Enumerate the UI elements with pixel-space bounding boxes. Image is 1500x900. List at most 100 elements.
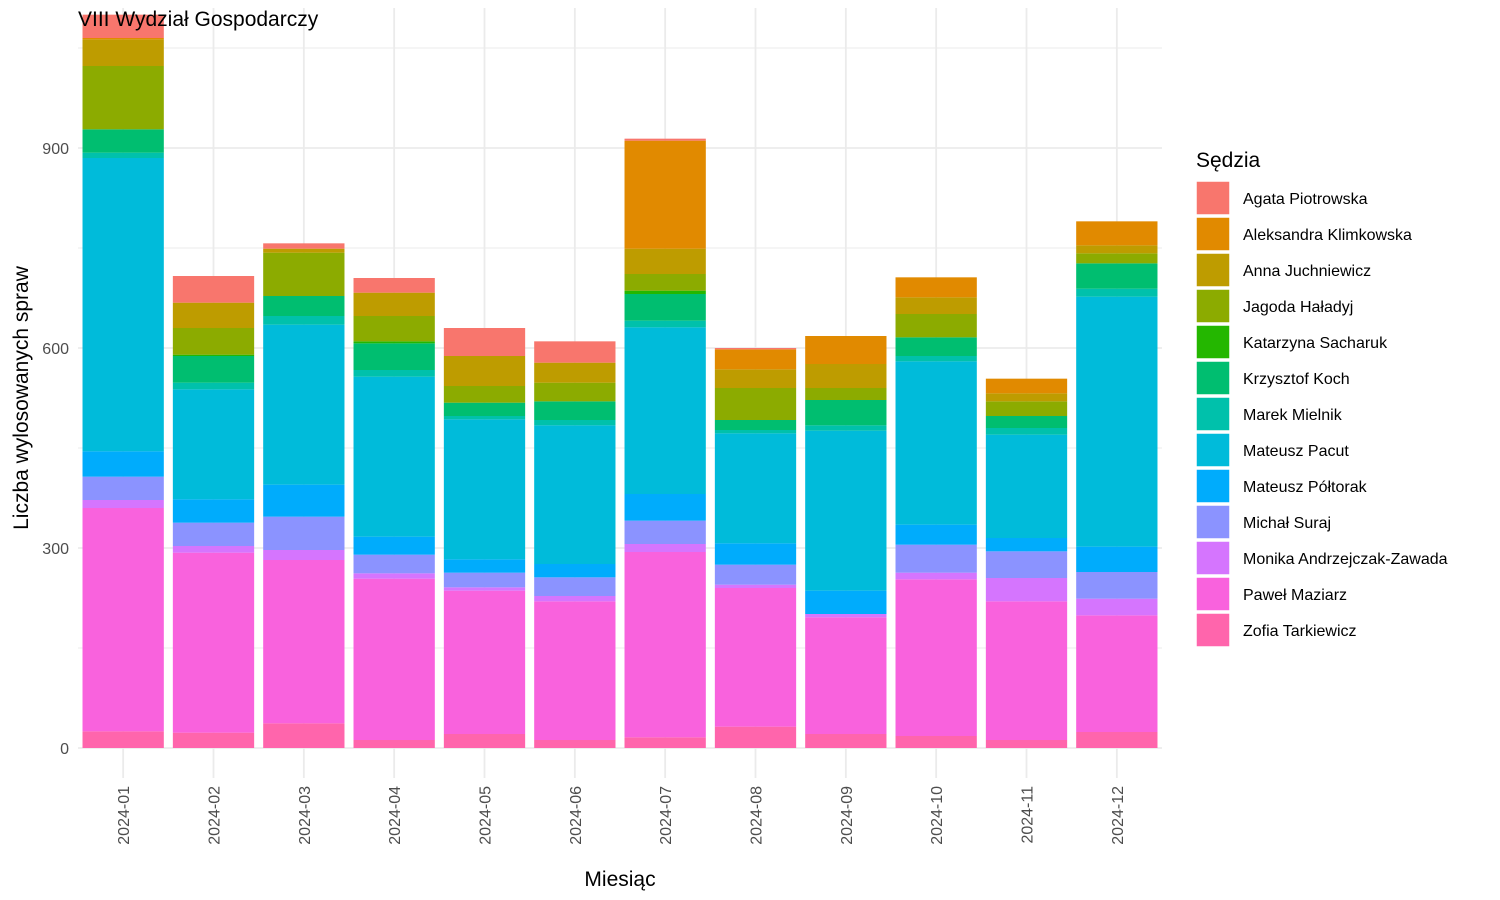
- bar-segment: [805, 336, 887, 364]
- bar-segment: [1076, 263, 1158, 289]
- bar-segment: [534, 425, 616, 564]
- legend-swatch: [1195, 504, 1231, 540]
- bar-segment: [1076, 245, 1158, 254]
- bar-segment: [985, 401, 1068, 416]
- x-axis-ticks: 2024-01 2024-02 2024-03 2024-04 2024-05 2024-…: [116, 786, 1127, 845]
- bar-segment: [82, 14, 164, 38]
- y-tick-label: 300: [42, 541, 69, 558]
- legend-item: Katarzyna Sacharuk: [1195, 324, 1388, 360]
- bar-segment: [263, 484, 345, 517]
- legend-swatch: [1195, 576, 1231, 612]
- bar-segment: [624, 737, 706, 748]
- bar-segment: [1076, 546, 1158, 572]
- bar-segment: [263, 248, 345, 253]
- bar-segment: [895, 736, 977, 748]
- legend-swatch: [1195, 396, 1231, 432]
- bar-stack-2024-03: [263, 243, 345, 748]
- bar-segment: [534, 362, 616, 383]
- legend-swatch: [1195, 432, 1231, 468]
- legend-item: Paweł Maziarz: [1195, 576, 1347, 612]
- bar-segment: [172, 276, 255, 303]
- bar-segment: [353, 376, 435, 537]
- bar-segment: [624, 138, 706, 141]
- x-tick-label: 2024-02: [207, 786, 224, 845]
- bar-segment: [985, 538, 1068, 552]
- bar-segment: [172, 732, 255, 748]
- bar-segment: [985, 578, 1068, 602]
- bar-segment: [714, 430, 797, 434]
- bar-segment: [985, 393, 1068, 402]
- bar-segment: [985, 416, 1068, 428]
- bar-segment: [1076, 288, 1158, 297]
- bar-stack-2024-06: [534, 341, 616, 748]
- legend-swatch: [1195, 324, 1231, 360]
- legend-item: Agata Piotrowska: [1195, 180, 1368, 216]
- bar-segment: [353, 740, 435, 748]
- bar-segment: [1076, 253, 1158, 264]
- legend-label: Krzysztof Koch: [1243, 371, 1350, 388]
- bar-segment: [624, 327, 706, 494]
- bar-segment: [82, 451, 164, 477]
- bar-stack-2024-10: [895, 277, 977, 748]
- bar-segment: [805, 617, 887, 734]
- bar-segment: [714, 564, 797, 585]
- bar-segment: [82, 38, 164, 40]
- bar-segment: [443, 419, 526, 560]
- bar-stack-2024-07: [624, 138, 706, 748]
- bar-segment: [624, 290, 706, 294]
- bar-segment: [895, 361, 977, 525]
- legend-item: Michał Suraj: [1195, 504, 1331, 540]
- legend-label: Katarzyna Sacharuk: [1243, 335, 1388, 352]
- bar-segment: [263, 296, 345, 316]
- legend-item: Marek Mielnik: [1195, 396, 1343, 432]
- bar-segment: [985, 740, 1068, 748]
- bar-segment: [895, 297, 977, 314]
- bar-segment: [82, 500, 164, 508]
- bar-segment: [624, 544, 706, 552]
- bar-segment: [82, 508, 164, 732]
- bar-segment: [895, 356, 977, 362]
- bar-segment: [534, 564, 616, 578]
- bar-segment: [82, 39, 164, 66]
- bar-segment: [985, 434, 1068, 538]
- bar-segment: [985, 378, 1068, 394]
- bar-segment: [263, 252, 345, 296]
- bars: [82, 14, 1158, 748]
- legend: Sędzia Agata Piotrowska Aleksandra Klimko…: [1195, 149, 1448, 648]
- bar-segment: [263, 316, 345, 325]
- bar-segment: [172, 356, 255, 383]
- bar-segment: [263, 560, 345, 724]
- x-tick-label: 2024-07: [658, 786, 675, 845]
- bar-segment: [714, 433, 797, 544]
- bar-segment: [624, 274, 706, 291]
- x-tick-label: 2024-12: [1110, 786, 1127, 845]
- bar-segment: [263, 243, 345, 249]
- bar-segment: [714, 588, 797, 727]
- bar-segment: [1076, 615, 1158, 732]
- bar-segment: [353, 573, 435, 579]
- bar-segment: [353, 341, 435, 344]
- bar-segment: [353, 370, 435, 377]
- bar-segment: [263, 516, 345, 550]
- bar-segment: [624, 320, 706, 328]
- bar-segment: [895, 314, 977, 338]
- bar-segment: [624, 552, 706, 738]
- x-axis-label: Miesiąc: [584, 868, 655, 891]
- bar-segment: [443, 328, 526, 356]
- legend-label: Paweł Maziarz: [1243, 587, 1347, 604]
- bar-segment: [534, 596, 616, 602]
- legend-item: Mateusz Pacut: [1195, 432, 1349, 468]
- legend-swatch: [1195, 180, 1231, 216]
- legend-swatch: [1195, 288, 1231, 324]
- bar-segment: [805, 400, 887, 426]
- bar-segment: [172, 328, 255, 355]
- legend-item: Monika Andrzejczak-Zawada: [1195, 540, 1448, 576]
- y-axis-ticks: 0 300 600 900: [42, 141, 69, 758]
- bar-segment: [805, 425, 887, 431]
- bar-segment: [895, 572, 977, 580]
- bar-segment: [172, 354, 255, 356]
- bar-segment: [805, 734, 887, 748]
- bar-segment: [985, 601, 1068, 740]
- bar-segment: [895, 524, 977, 545]
- bar-segment: [714, 369, 797, 388]
